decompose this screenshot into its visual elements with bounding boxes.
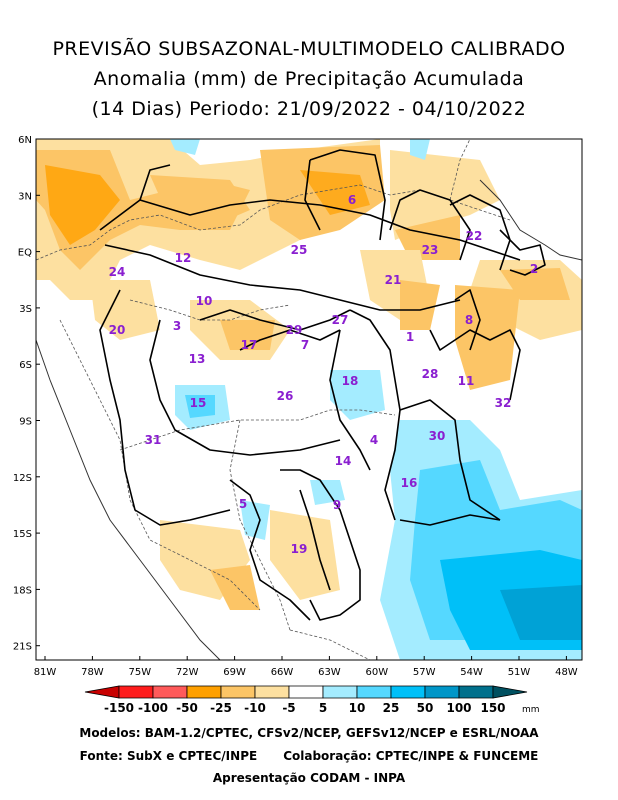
colorbar-tick-label: -25	[210, 701, 232, 715]
colorbar-tick-label: 25	[383, 701, 400, 715]
basin-label: 8	[465, 313, 473, 327]
plot-frame	[35, 138, 583, 661]
lon-tick-label: 81W	[34, 667, 57, 678]
basin-boundaries	[99, 149, 546, 621]
basin-label: 10	[196, 294, 213, 308]
lon-tick-label: 51W	[508, 667, 531, 678]
lat-tick-label: EQ	[18, 248, 32, 259]
basin-label: 4	[370, 433, 378, 447]
lon-tick-label: 66W	[271, 667, 294, 678]
basin-label: 9	[333, 498, 341, 512]
basin-label: 16	[401, 476, 418, 490]
basin-label: 15	[190, 396, 207, 410]
anomaly-fill-layer	[36, 139, 582, 660]
colorbar-swatch	[424, 685, 460, 699]
basin-label: 3	[173, 319, 181, 333]
colorbar-swatch	[254, 685, 290, 699]
colorbar-swatch	[118, 685, 154, 699]
precipitation-anomaly-map: 6N 3N EQ 3S 6S 9S 12S 15S 18S 21S 81W 78W 75W 72W 69W…	[13, 135, 583, 678]
colorbar-swatch	[84, 685, 120, 699]
colorbar-swatch	[288, 685, 324, 699]
colorbar-tick-label: -50	[176, 701, 198, 715]
lat-tick-label: 18S	[13, 585, 32, 596]
basin-label: 22	[466, 229, 483, 243]
footer-models: Modelos: BAM-1.2/CPTEC, CFSv2/NCEP, GEFS…	[79, 726, 539, 740]
map-title-line2: Anomalia (mm) de Precipitação Acumulada	[93, 68, 525, 90]
colorbar-tick-label: 100	[446, 701, 471, 715]
colorbar-swatch	[492, 685, 528, 699]
lon-tick-label: 63W	[318, 667, 341, 678]
lat-tick-label: 12S	[13, 473, 32, 484]
basin-label: 25	[291, 243, 308, 257]
colorbar-swatch	[390, 685, 426, 699]
colorbar-swatch	[186, 685, 222, 699]
basin-label: 12	[175, 251, 192, 265]
basin-label: 13	[189, 352, 206, 366]
colorbar-swatch	[356, 685, 392, 699]
basin-label: 29	[286, 323, 303, 337]
basin-label: 24	[109, 265, 126, 279]
map-title-line1: PREVISÃO SUBSAZONAL-MULTIMODELO CALIBRAD…	[52, 38, 566, 60]
basin-label: 19	[291, 542, 308, 556]
colorbar-swatch	[220, 685, 256, 699]
footer-collaboration: Colaboração: CPTEC/INPE & FUNCEME	[283, 749, 539, 763]
basin-label: 23	[422, 243, 439, 257]
lon-tick-label: 60W	[365, 667, 388, 678]
basin-label: 1	[406, 330, 414, 344]
lon-tick-label: 69W	[223, 667, 246, 678]
lon-tick-label: 75W	[128, 667, 151, 678]
map-title-line3: (14 Dias) Periodo: 21/09/2022 - 04/10/20…	[91, 98, 527, 120]
basin-label: 32	[495, 396, 512, 410]
basin-label: 30	[429, 429, 446, 443]
lat-tick-label: 3S	[19, 304, 32, 315]
basin-label: 7	[301, 338, 309, 352]
lat-tick-label: 15S	[13, 529, 32, 540]
footer-source: Fonte: SubX e CPTEC/INPE	[79, 749, 258, 763]
basin-label: 2	[530, 262, 538, 276]
lon-tick-label: 57W	[413, 667, 436, 678]
colorbar-tick-label: 150	[480, 701, 505, 715]
colorbar-tick-label: -10	[244, 701, 266, 715]
colorbar-tick-label: 5	[319, 701, 327, 715]
basin-label: 28	[422, 367, 439, 381]
colorbar: -150 -100 -50 -25 -10 -5 5 10 25 50 100 150 mm	[84, 685, 540, 715]
colorbar-tick-label: 10	[349, 701, 366, 715]
colorbar-unit: mm	[522, 705, 540, 715]
pacific-coastline	[36, 339, 221, 660]
basin-label: 14	[335, 454, 352, 468]
lat-tick-label: 3N	[18, 191, 32, 202]
basin-label: 21	[385, 273, 402, 287]
atlantic-coastline	[479, 179, 582, 261]
longitude-axis: 81W 78W 75W 72W 69W 66W 63W 60W 57W 54W 51W 48W	[34, 656, 578, 678]
colorbar-swatch	[322, 685, 358, 699]
country-borders	[36, 139, 511, 660]
footer-presentation: Apresentação CODAM - INPA	[212, 771, 406, 785]
basin-label: 31	[145, 433, 162, 447]
lat-tick-label: 6N	[18, 135, 32, 146]
basin-label: 11	[458, 374, 475, 388]
lat-tick-label: 6S	[19, 360, 32, 371]
colorbar-swatch	[152, 685, 188, 699]
lat-tick-label: 21S	[13, 642, 32, 653]
colorbar-swatch	[458, 685, 494, 699]
colorbar-tick-label: -150	[104, 701, 134, 715]
basin-label: 27	[332, 313, 349, 327]
lon-tick-label: 72W	[176, 667, 199, 678]
lon-tick-label: 54W	[460, 667, 483, 678]
latitude-axis: 6N 3N EQ 3S 6S 9S 12S 15S 18S 21S	[13, 135, 40, 653]
lon-tick-label: 78W	[81, 667, 104, 678]
basin-label: 20	[109, 323, 126, 337]
basin-label: 6	[348, 193, 356, 207]
basin-label: 17	[241, 338, 258, 352]
footer-source-line: Fonte: SubX e CPTEC/INPE Colaboração: CPT…	[0, 749, 618, 763]
lat-tick-label: 9S	[19, 417, 32, 428]
basin-label: 5	[239, 497, 247, 511]
colorbar-tick-label: -100	[138, 701, 168, 715]
lon-tick-label: 48W	[555, 667, 578, 678]
basin-label: 26	[277, 389, 294, 403]
colorbar-tick-label: 50	[417, 701, 434, 715]
colorbar-tick-label: -5	[282, 701, 295, 715]
basin-label: 18	[342, 374, 359, 388]
